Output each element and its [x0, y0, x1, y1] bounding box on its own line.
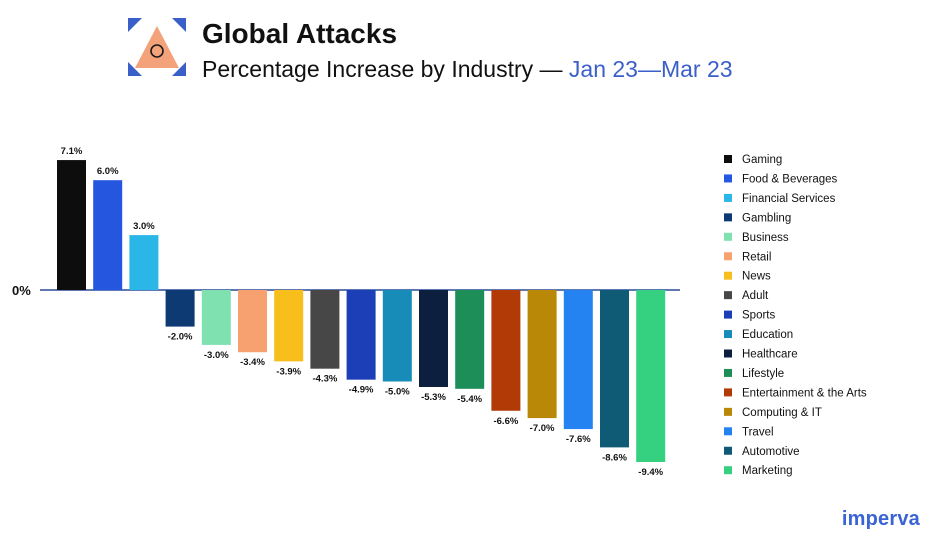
- bar-0: [57, 160, 86, 290]
- data-label-15: -8.6%: [602, 452, 627, 463]
- data-label-3: -2.0%: [168, 332, 193, 343]
- data-label-14: -7.6%: [566, 434, 591, 445]
- subtitle-date-range: Jan 23—Mar 23: [568, 56, 733, 82]
- legend-swatch-16: [724, 466, 732, 475]
- chart-title: Global Attacks: [202, 18, 398, 49]
- bar-14: [563, 290, 593, 430]
- chart-subtitle: Percentage Increase by Industry — Jan 23…: [202, 56, 733, 83]
- legend-label-3: Gambling: [742, 212, 791, 224]
- data-label-13: -7.0%: [530, 423, 555, 434]
- legend-swatch-8: [724, 310, 732, 319]
- data-label-4: -3.0%: [204, 350, 229, 361]
- legend-label-5: Retail: [742, 251, 771, 263]
- bar-16: [636, 290, 666, 463]
- legend-swatch-4: [724, 232, 732, 241]
- legend-label-0: Gaming: [742, 154, 782, 166]
- data-label-10: -5.3%: [421, 392, 446, 403]
- bar-4: [201, 290, 231, 345]
- bar-8: [346, 290, 376, 380]
- legend-swatch-12: [724, 388, 732, 397]
- legend-label-1: Food & Beverages: [742, 173, 838, 185]
- bar-5: [238, 290, 267, 353]
- legend-swatch-7: [724, 291, 732, 300]
- legend-swatch-3: [724, 213, 732, 222]
- zero-axis-label: 0%: [12, 283, 31, 298]
- legend-label-7: Adult: [742, 290, 769, 302]
- data-label-0: 7.1%: [61, 146, 83, 157]
- data-label-2: 3.0%: [133, 221, 155, 232]
- legend-swatch-13: [724, 407, 732, 416]
- data-label-8: -4.9%: [349, 385, 374, 396]
- legend-swatch-10: [724, 349, 732, 358]
- legend-label-14: Travel: [742, 426, 774, 438]
- bar-1: [93, 180, 123, 290]
- bar-7: [310, 290, 340, 369]
- legend-label-13: Computing & IT: [742, 407, 822, 419]
- data-label-5: -3.4%: [240, 357, 265, 368]
- subtitle-main: Percentage Increase by Industry —: [202, 56, 569, 82]
- bar-12: [491, 290, 521, 411]
- data-label-11: -5.4%: [457, 394, 482, 405]
- legend-swatch-11: [724, 368, 732, 377]
- legend-swatch-2: [724, 193, 732, 202]
- legend-label-6: News: [742, 271, 771, 283]
- legend-label-4: Business: [742, 232, 789, 244]
- bar-9: [382, 290, 412, 382]
- imperva-logo: imperva: [841, 508, 920, 530]
- data-label-1: 6.0%: [97, 166, 119, 177]
- data-label-9: -5.0%: [385, 387, 410, 398]
- data-label-6: -3.9%: [276, 366, 301, 377]
- legend-swatch-1: [724, 174, 732, 183]
- alert-triangle-icon: [128, 18, 186, 76]
- bar-11: [455, 290, 485, 389]
- legend-swatch-6: [724, 271, 732, 280]
- legend-label-15: Automotive: [742, 446, 800, 458]
- legend-swatch-0: [724, 155, 732, 163]
- legend-label-16: Marketing: [742, 465, 793, 477]
- legend-swatch-9: [724, 330, 732, 339]
- legend-label-2: Financial Services: [742, 193, 836, 205]
- legend-label-12: Entertainment & the Arts: [742, 387, 867, 399]
- bar-15: [600, 290, 629, 448]
- bar-6: [274, 290, 304, 362]
- bar-13: [527, 290, 557, 419]
- data-label-16: -9.4%: [638, 467, 663, 478]
- bar-3: [165, 290, 195, 327]
- legend-label-9: Education: [742, 329, 793, 341]
- legend-label-11: Lifestyle: [742, 368, 784, 380]
- legend-swatch-15: [724, 446, 732, 455]
- bar-10: [419, 290, 448, 387]
- legend-swatch-14: [724, 427, 732, 436]
- bar-2: [129, 235, 159, 290]
- legend-label-8: Sports: [742, 310, 775, 322]
- legend-label-10: Healthcare: [742, 349, 798, 361]
- data-label-12: -6.6%: [493, 416, 518, 427]
- legend-swatch-5: [724, 252, 732, 261]
- data-label-7: -4.3%: [312, 374, 337, 385]
